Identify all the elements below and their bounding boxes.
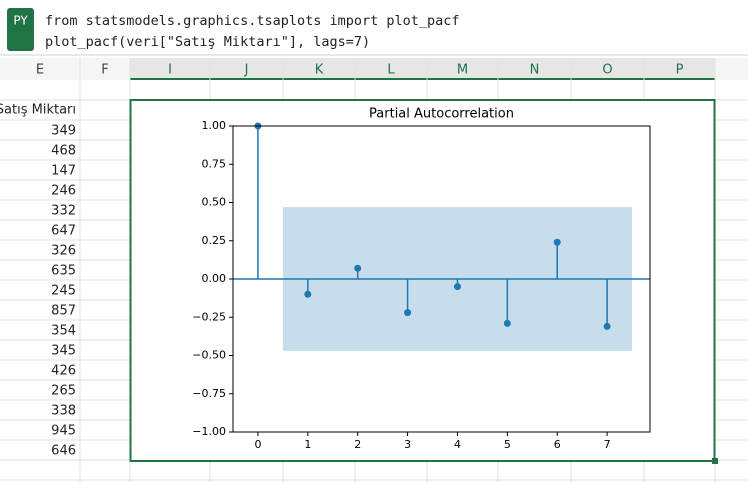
column-header[interactable]: J xyxy=(244,63,249,78)
y-tick-label: 0.50 xyxy=(202,196,227,209)
cell[interactable]: 857 xyxy=(51,304,76,319)
column-header[interactable]: E xyxy=(36,63,44,78)
plot-area xyxy=(232,125,651,433)
y-tick-label: 1.00 xyxy=(202,119,227,132)
y-tick-label: −1.00 xyxy=(192,425,226,438)
cell[interactable]: 326 xyxy=(51,244,76,259)
x-tick-label: 6 xyxy=(554,438,561,451)
column-header[interactable]: K xyxy=(315,63,324,78)
x-tick-label: 3 xyxy=(404,438,411,451)
stem-marker xyxy=(603,322,611,330)
stem-marker xyxy=(354,264,362,272)
cell[interactable]: 246 xyxy=(51,184,76,199)
cell[interactable]: 354 xyxy=(51,324,76,339)
column-header[interactable]: P xyxy=(676,63,684,78)
x-tick-label: 7 xyxy=(604,438,611,451)
badge-text: PY xyxy=(13,14,28,28)
x-tick-label: 1 xyxy=(304,438,311,451)
cell[interactable]: 426 xyxy=(51,364,76,379)
cell[interactable]: 646 xyxy=(51,444,76,459)
cell[interactable]: 147 xyxy=(51,164,76,179)
column-header[interactable]: O xyxy=(602,63,612,78)
x-tick-label: 2 xyxy=(354,438,361,451)
cell[interactable]: Satış Miktarı xyxy=(0,103,76,118)
x-tick-label: 0 xyxy=(254,438,261,451)
formula-bar xyxy=(0,0,748,55)
cell[interactable]: 332 xyxy=(51,204,76,219)
cell[interactable]: 647 xyxy=(51,224,76,239)
stem-marker xyxy=(503,319,511,327)
cell[interactable]: 265 xyxy=(51,384,76,399)
y-tick-label: 0.75 xyxy=(202,157,227,170)
x-tick-label: 5 xyxy=(504,438,511,451)
y-tick-label: −0.75 xyxy=(192,387,226,400)
column-header[interactable]: L xyxy=(387,63,395,78)
cell[interactable]: 945 xyxy=(51,424,76,439)
cell[interactable]: 635 xyxy=(51,264,76,279)
cell[interactable]: 338 xyxy=(51,404,76,419)
selected-header xyxy=(130,58,715,80)
code-line[interactable]: plot_pacf(veri["Satış Miktarı"], lags=7) xyxy=(45,34,370,50)
chart-title: Partial Autocorrelation xyxy=(369,107,514,122)
y-tick-label: −0.25 xyxy=(192,310,226,323)
chart-frame[interactable] xyxy=(129,99,716,462)
code-line[interactable]: from statsmodels.graphics.tsaplots impor… xyxy=(45,13,460,29)
y-tick-label: 0.00 xyxy=(202,272,227,285)
column-header[interactable]: I xyxy=(168,63,172,78)
cell[interactable]: 345 xyxy=(51,344,76,359)
python-badge[interactable] xyxy=(7,8,34,51)
column-header[interactable]: M xyxy=(457,63,468,78)
stem-marker xyxy=(453,283,461,291)
cell[interactable]: 349 xyxy=(51,124,76,139)
stem-marker xyxy=(553,238,561,246)
y-tick-label: −0.50 xyxy=(192,349,226,362)
column-header[interactable]: N xyxy=(530,63,540,78)
resize-handle[interactable] xyxy=(712,458,718,464)
y-tick-label: 0.25 xyxy=(202,234,227,247)
column-header[interactable]: F xyxy=(101,63,108,78)
x-tick-label: 4 xyxy=(454,438,461,451)
cell[interactable]: 468 xyxy=(51,144,76,159)
stem-marker xyxy=(404,309,412,317)
cell[interactable]: 245 xyxy=(51,284,76,299)
stem-marker xyxy=(304,290,312,298)
